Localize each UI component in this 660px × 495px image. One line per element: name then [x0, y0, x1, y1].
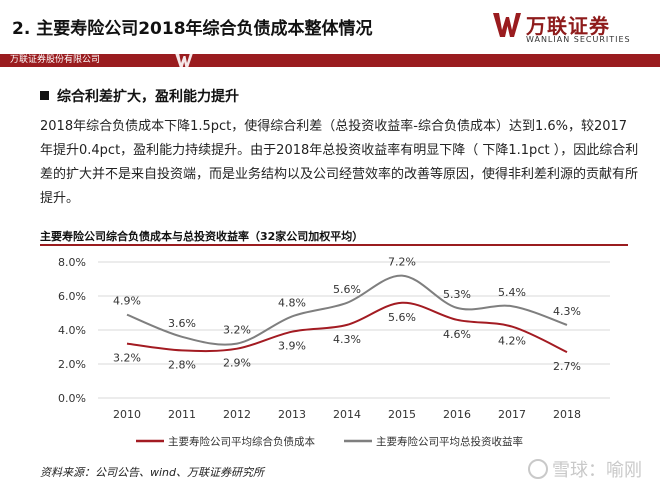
- logo-chinese-name: 万联证券: [526, 14, 610, 38]
- data-label-yield: 3.2%: [223, 324, 251, 337]
- series-line-yield: [126, 274, 568, 346]
- data-label-cost: 2.8%: [168, 358, 196, 371]
- data-label-yield: 3.6%: [168, 317, 196, 330]
- data-label-cost: 4.3%: [333, 333, 361, 346]
- data-label-cost: 5.6%: [388, 311, 416, 324]
- data-label-cost: 4.6%: [443, 328, 471, 341]
- source-note: 资料来源：公司公告、wind、万联证券研究所: [40, 466, 265, 479]
- x-tick-label: 2013: [278, 408, 306, 421]
- x-tick-label: 2018: [553, 408, 581, 421]
- data-label-yield: 4.9%: [113, 295, 141, 308]
- x-tick-label: 2012: [223, 408, 251, 421]
- x-tick-label: 2010: [113, 408, 141, 421]
- data-label-cost: 3.2%: [113, 352, 141, 365]
- logo-english-name: WANLIAN SECURITIES: [526, 35, 631, 44]
- chart-title-rule: [40, 244, 628, 246]
- company-logo: 万联证券 WANLIAN SECURITIES: [492, 8, 652, 48]
- data-label-cost: 2.7%: [553, 360, 581, 373]
- y-tick-label: 6.0%: [58, 290, 86, 303]
- x-tick-label: 2015: [388, 408, 416, 421]
- y-tick-label: 0.0%: [58, 392, 86, 405]
- banner-w-icon: [175, 53, 193, 68]
- header-banner: 万联证券股份有限公司: [0, 53, 660, 68]
- y-tick-label: 2.0%: [58, 358, 86, 371]
- banner-company-name: 万联证券股份有限公司: [10, 55, 101, 65]
- x-tick-label: 2011: [168, 408, 196, 421]
- section-heading: 综合利差扩大，盈利能力提升: [40, 86, 239, 106]
- data-label-cost: 2.9%: [223, 357, 251, 370]
- watermark-logo-icon: [528, 459, 548, 479]
- watermark: 雪球：喻刚: [528, 456, 642, 482]
- chart-title: 主要寿险公司综合负债成本与总投资收益率（32家公司加权平均）: [40, 230, 364, 243]
- watermark-text: 雪球：喻刚: [552, 460, 642, 481]
- x-tick-label: 2016: [443, 408, 471, 421]
- data-label-yield: 4.8%: [278, 296, 306, 309]
- x-tick-label: 2017: [498, 408, 526, 421]
- data-label-cost: 4.2%: [498, 335, 526, 348]
- section-heading-text: 综合利差扩大，盈利能力提升: [57, 89, 239, 105]
- logo-w-icon: [493, 13, 521, 37]
- data-label-yield: 7.2%: [388, 256, 416, 269]
- data-label-yield: 5.4%: [498, 286, 526, 299]
- data-label-cost: 3.9%: [278, 340, 306, 353]
- legend-label-yield: 主要寿险公司平均总投资收益率: [376, 435, 523, 448]
- line-chart: 0.0% 2.0% 4.0% 6.0% 8.0% 2010 2011 2012 2013 2014…: [58, 256, 610, 448]
- legend-label-cost: 主要寿险公司平均综合负债成本: [168, 435, 315, 448]
- data-label-yield: 5.3%: [443, 288, 471, 301]
- data-label-yield: 5.6%: [333, 283, 361, 296]
- section-paragraph: 2018年综合负债成本下降1.5pct，使得综合利差（总投资收益率-综合负债成本…: [40, 119, 639, 206]
- y-tick-label: 8.0%: [58, 256, 86, 269]
- series-line-cost: [126, 301, 568, 354]
- data-label-yield: 4.3%: [553, 305, 581, 318]
- x-tick-label: 2014: [333, 408, 361, 421]
- bullet-square-icon: [40, 91, 49, 100]
- y-tick-label: 4.0%: [58, 324, 86, 337]
- page-title: 2. 主要寿险公司2018年综合负债成本整体情况: [12, 19, 373, 39]
